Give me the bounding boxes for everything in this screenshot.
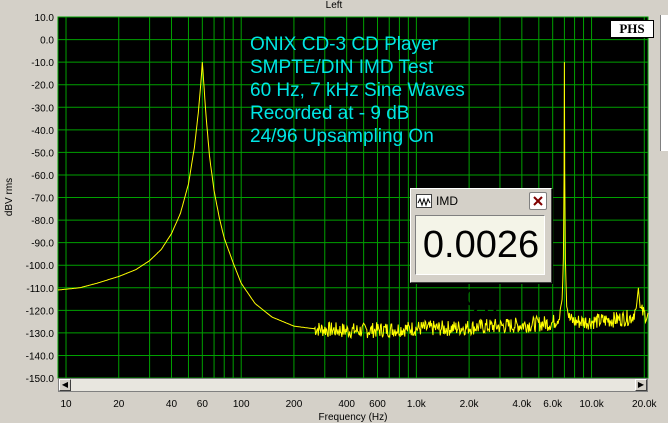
x-tick-label: 6.0k <box>543 399 563 410</box>
x-axis-ticks: 10 20 40 60 100 200 400 600 1.0k 2.0k 4.0k 6.0k 10.0… <box>60 399 657 410</box>
grid-lines <box>57 16 649 379</box>
spectrum-trace <box>57 62 649 339</box>
y-tick-label: 0.0 <box>40 36 54 47</box>
annotation-line: Recorded at - 9 dB <box>250 103 409 124</box>
y-tick-label: -10.0 <box>31 58 54 69</box>
y-tick-label: 10.0 <box>35 13 55 24</box>
annotation-line: SMPTE/DIN IMD Test <box>250 57 434 78</box>
side-panel-edge <box>660 15 668 151</box>
arrow-left-icon[interactable]: ◀ <box>59 379 71 391</box>
imd-readout: 0.0026 % <box>415 215 545 324</box>
annotation-line: 24/96 Upsampling On <box>250 126 434 147</box>
y-tick-label: -90.0 <box>31 239 54 250</box>
x-tick-label: 100 <box>233 399 250 410</box>
x-tick-label: 10 <box>60 399 72 410</box>
horizontal-scrollbar[interactable]: ◀ ▶ <box>58 378 648 392</box>
imd-window[interactable]: IMD 0.0026 % <box>410 188 552 324</box>
x-tick-label: 600 <box>369 399 386 410</box>
y-tick-label: -110.0 <box>26 284 54 295</box>
x-tick-label: 60 <box>197 399 209 410</box>
y-tick-label: -20.0 <box>31 81 54 92</box>
x-tick-label: 40 <box>166 399 178 410</box>
y-tick-label: -70.0 <box>31 194 54 205</box>
x-tick-label: 4.0k <box>512 399 532 410</box>
phs-logo: PHS <box>610 20 654 38</box>
x-tick-label: 20 <box>113 399 125 410</box>
x-axis-label: Frequency (Hz) <box>319 412 388 423</box>
x-tick-label: 2.0k <box>460 399 480 410</box>
y-tick-label: -140.0 <box>26 351 55 362</box>
y-tick-label: -60.0 <box>31 171 54 182</box>
waveform-icon <box>416 194 432 208</box>
y-tick-label: -120.0 <box>26 306 55 317</box>
x-tick-label: 200 <box>286 399 303 410</box>
imd-value: 0.0026 % <box>422 224 540 324</box>
y-axis-ticks: 10.0 0.0 -10.0 -20.0 -30.0 -40.0 -50.0 -60.0 -70… <box>26 13 55 385</box>
y-tick-label: -80.0 <box>31 216 54 227</box>
y-tick-label: -30.0 <box>31 103 54 114</box>
y-tick-label: -40.0 <box>31 126 54 137</box>
imd-title: IMD <box>436 194 458 208</box>
y-tick-label: -50.0 <box>31 148 54 159</box>
annotation-line: ONIX CD-3 CD Player <box>250 34 439 55</box>
window-title: Left <box>325 0 343 11</box>
y-axis-label: dBV rms <box>4 178 15 216</box>
arrow-right-icon[interactable]: ▶ <box>635 379 647 391</box>
annotation-line: 60 Hz, 7 kHz Sine Waves <box>250 80 465 101</box>
x-tick-label: 1.0k <box>407 399 427 410</box>
close-icon[interactable] <box>529 192 547 210</box>
y-tick-label: -100.0 <box>26 261 55 272</box>
x-tick-label: 10.0k <box>579 399 604 410</box>
imd-titlebar[interactable]: IMD <box>411 189 551 213</box>
y-tick-label: -130.0 <box>26 329 55 340</box>
x-tick-label: 20.0k <box>632 399 657 410</box>
y-tick-label: -150.0 <box>26 374 55 385</box>
x-tick-label: 400 <box>338 399 355 410</box>
